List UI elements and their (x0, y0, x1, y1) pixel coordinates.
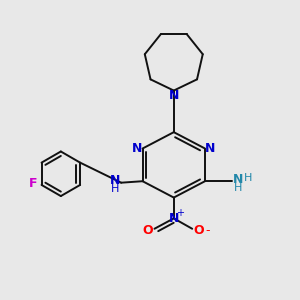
Text: N: N (169, 89, 179, 102)
Text: +: + (176, 208, 184, 218)
Text: N: N (132, 142, 142, 155)
Text: N: N (110, 174, 120, 187)
Text: -: - (206, 224, 210, 237)
Text: N: N (233, 173, 244, 186)
Text: N: N (169, 212, 179, 225)
Text: O: O (142, 224, 153, 237)
Text: H: H (244, 172, 252, 183)
Text: O: O (194, 224, 204, 237)
Text: F: F (29, 177, 38, 190)
Text: N: N (205, 142, 215, 155)
Text: H: H (234, 183, 242, 193)
Text: H: H (111, 184, 119, 194)
